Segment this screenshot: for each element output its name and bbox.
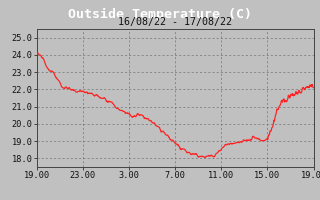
Text: Outside Temperature (C): Outside Temperature (C) xyxy=(68,8,252,21)
Title: 16/08/22 - 17/08/22: 16/08/22 - 17/08/22 xyxy=(118,17,232,27)
